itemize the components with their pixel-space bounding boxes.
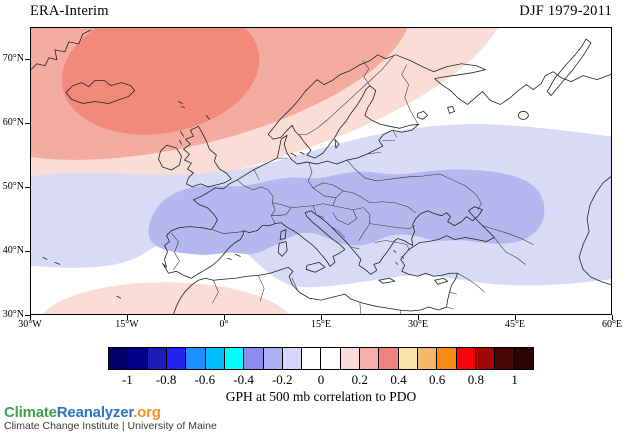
brand-reanalyzer[interactable]: Reanalyzer xyxy=(56,404,134,421)
coastlines xyxy=(31,29,611,314)
colorbar-cell xyxy=(398,348,418,369)
britain-coast xyxy=(183,125,232,188)
gotland-island xyxy=(334,138,340,149)
arctic-scandinavia-coast xyxy=(267,54,611,159)
cyprus-coast xyxy=(434,277,448,285)
negative-correlation-02-03-blob xyxy=(148,169,545,255)
colorbar-cell xyxy=(282,348,303,369)
crete-coast xyxy=(378,277,396,284)
dataset-title: ERA-Interim xyxy=(30,3,109,19)
colorbar-cell xyxy=(437,348,457,369)
colorbar-tick-label: -0.6 xyxy=(194,372,216,387)
lat-tick-label: 30°N xyxy=(2,309,24,320)
caspian-sea-coast xyxy=(578,176,611,286)
country-borders xyxy=(171,55,534,314)
axis-tick xyxy=(611,315,613,320)
small-islands xyxy=(42,101,405,299)
colorbar-cell xyxy=(475,348,496,369)
axis-tick xyxy=(514,315,516,320)
lat-tick-label: 40°N xyxy=(2,245,24,256)
axis-tick xyxy=(25,250,30,252)
colorbar-cell xyxy=(418,348,438,369)
colorbar-cell xyxy=(495,348,515,369)
institute-line: Climate Change Institute | University of… xyxy=(4,420,217,432)
lon-tick-label: 15°E xyxy=(310,319,332,330)
kolguyev-island xyxy=(517,111,529,120)
colorbar-cell xyxy=(456,348,476,369)
axis-tick xyxy=(25,186,30,188)
colorbar-tick-label: -1 xyxy=(121,372,133,387)
colorbar-cell xyxy=(224,348,245,369)
lon-tick-label: 30°W xyxy=(18,319,42,330)
axis-tick xyxy=(126,315,128,320)
colorbar-tick-label: 0 xyxy=(317,372,325,387)
colorbar-cell xyxy=(109,348,129,369)
colorbar-cell xyxy=(205,348,225,369)
lon-tick-label: 60°E xyxy=(601,319,623,330)
positive-correlation-africa-region xyxy=(42,282,289,314)
colorbar xyxy=(108,347,534,370)
colorbar-cell xyxy=(514,348,533,369)
colorbar-cell xyxy=(360,348,380,369)
brand-org[interactable]: .org xyxy=(133,404,161,421)
lon-tick-label: 45°E xyxy=(504,319,526,330)
lake-ladoga xyxy=(417,111,429,120)
lon-tick-label: 0° xyxy=(219,319,229,330)
colorbar-cell xyxy=(321,348,341,369)
colorbar-cell xyxy=(166,348,187,369)
colorbar-cell xyxy=(128,348,148,369)
ireland-coast xyxy=(158,144,182,171)
colorbar-cell xyxy=(302,348,322,369)
colorbar-cell xyxy=(147,348,167,369)
greenland-coast xyxy=(31,29,92,71)
lon-tick-label: 30°E xyxy=(407,319,429,330)
colorbar-cell xyxy=(263,348,283,369)
colorbar-tick-label: 1 xyxy=(511,372,518,387)
axis-tick xyxy=(417,315,419,320)
colorbar-cell xyxy=(244,348,264,369)
sardinia-coast xyxy=(277,241,288,257)
colorbar-tick-label: -0.8 xyxy=(155,372,177,387)
colorbar-cell xyxy=(186,348,206,369)
period-title: DJF 1979-2011 xyxy=(519,3,612,19)
colorbar-tick-label: 0.6 xyxy=(429,372,446,387)
colorbar-tick-label: 0.8 xyxy=(467,372,485,387)
novaya-zemlya-coast xyxy=(546,38,592,96)
corsica-coast xyxy=(279,229,287,240)
lat-tick-label: 50°N xyxy=(2,181,24,192)
colorbar-tick-label: 0.2 xyxy=(351,372,368,387)
europe-mediterranean-coast xyxy=(162,123,495,314)
axis-tick xyxy=(25,314,30,316)
axis-tick xyxy=(29,315,31,320)
axis-tick xyxy=(25,122,30,124)
colorbar-tick-label: -0.4 xyxy=(233,372,254,387)
lon-tick-label: 15°W xyxy=(115,319,139,330)
colorbar-tick-label: -0.2 xyxy=(271,372,293,387)
axis-tick xyxy=(25,58,30,60)
colorbar-tick-label: 0.4 xyxy=(390,372,407,387)
colorbar-cell xyxy=(340,348,361,369)
europe-correlation-map xyxy=(31,28,611,314)
climatereanalyzer-logo[interactable]: ClimateReanalyzer.org xyxy=(4,404,161,421)
colorbar-caption: GPH at 500 mb correlation to PDO xyxy=(225,389,417,404)
colorbar-cell xyxy=(379,348,399,369)
sicily-coast xyxy=(305,261,326,273)
axis-tick xyxy=(320,315,322,320)
iceland-coast xyxy=(65,80,136,104)
lake-onega xyxy=(447,106,455,114)
lat-tick-label: 60°N xyxy=(2,117,24,128)
axis-tick xyxy=(223,315,225,320)
brand-climate[interactable]: Climate xyxy=(4,404,57,421)
map-panel xyxy=(30,27,612,315)
lat-tick-label: 70°N xyxy=(2,53,24,64)
